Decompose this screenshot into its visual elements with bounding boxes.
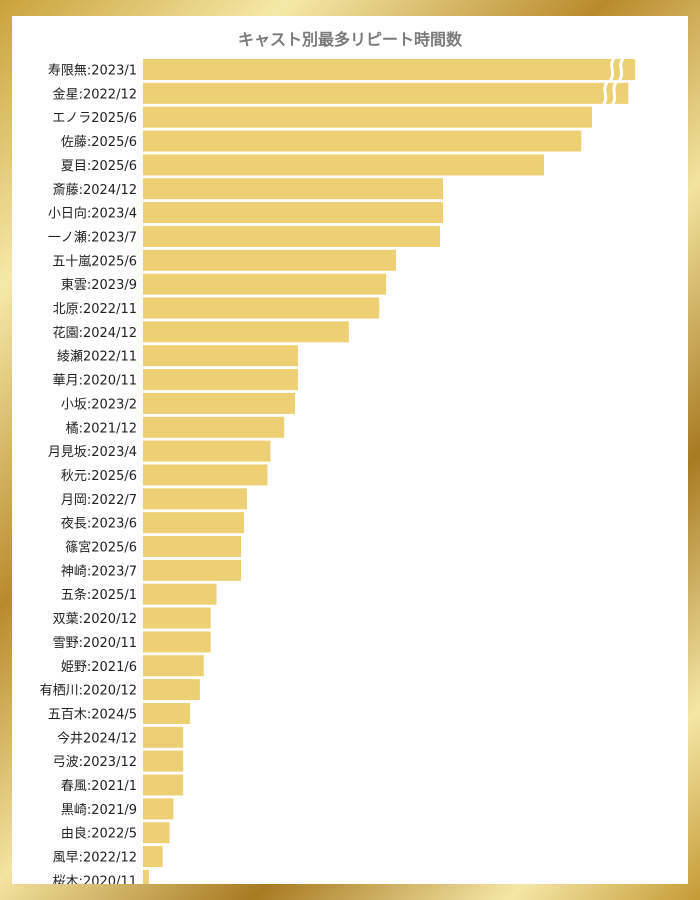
category-label: 今井2024/12 bbox=[57, 730, 137, 746]
category-label: 東雲:2023/9 bbox=[61, 277, 137, 293]
bar bbox=[143, 249, 396, 271]
bar bbox=[143, 178, 443, 200]
category-label: 斎藤:2024/12 bbox=[53, 182, 137, 198]
category-label: 篠宮2025/6 bbox=[65, 540, 137, 556]
chart-panel: キャスト別最多リピート時間数 寿限無:2023/1 金星:2022/12 エノラ20… bbox=[12, 16, 688, 884]
bar bbox=[143, 798, 174, 820]
category-label: 月岡:2022/7 bbox=[61, 493, 137, 508]
category-label: 有栖川:2020/12 bbox=[40, 684, 137, 699]
category-label: 黒崎:2021/9 bbox=[61, 803, 137, 818]
category-label: 佐藤:2025/6 bbox=[61, 135, 137, 150]
category-label: 五十嵐2025/6 bbox=[52, 254, 137, 269]
category-label: 一ノ瀬:2023/7 bbox=[48, 230, 137, 245]
category-label: 五百木:2024/5 bbox=[48, 707, 137, 722]
category-label: 北原:2022/11 bbox=[53, 302, 137, 317]
bar bbox=[143, 512, 244, 534]
bar bbox=[143, 416, 285, 438]
category-label: 五条:2025/1 bbox=[61, 587, 137, 603]
category-label: 弓波:2023/12 bbox=[53, 755, 137, 770]
category-label: 姫野:2021/6 bbox=[61, 660, 137, 675]
bar bbox=[143, 607, 211, 629]
bar bbox=[143, 154, 544, 176]
category-label: 桜木:2020/11 bbox=[53, 874, 137, 884]
category-label: 由良:2022/5 bbox=[61, 826, 137, 842]
bar bbox=[143, 59, 636, 80]
category-label: 小日向:2023/4 bbox=[48, 206, 137, 222]
bar bbox=[143, 726, 184, 748]
bar bbox=[143, 679, 200, 701]
category-label: 秋元:2025/6 bbox=[61, 469, 137, 484]
bar bbox=[143, 655, 204, 677]
category-label: 金星:2022/12 bbox=[53, 86, 137, 102]
bar bbox=[143, 440, 271, 462]
category-label: 双葉:2020/12 bbox=[53, 612, 137, 627]
category-label: 月見坂:2023/4 bbox=[48, 445, 137, 460]
category-label: 神崎:2023/7 bbox=[61, 564, 137, 579]
bar bbox=[143, 488, 247, 510]
bar bbox=[143, 321, 349, 343]
category-label: 花園:2024/12 bbox=[53, 325, 137, 341]
bar bbox=[143, 130, 582, 152]
bar bbox=[143, 559, 242, 581]
category-label: 雪野:2020/11 bbox=[53, 636, 137, 651]
bar bbox=[143, 702, 191, 724]
category-label: 春風:2021/1 bbox=[61, 779, 137, 794]
category-label: 橘:2021/12 bbox=[66, 420, 137, 436]
bar bbox=[143, 631, 211, 653]
category-label: 夜長:2023/6 bbox=[61, 517, 137, 532]
chart-title: キャスト別最多リピート時間数 bbox=[237, 30, 462, 49]
bar-chart: 寿限無:2023/1 金星:2022/12 エノラ2025/6 佐藤:2025/6 夏目… bbox=[40, 57, 636, 884]
category-label: 寿限無:2023/1 bbox=[48, 64, 137, 79]
bar bbox=[143, 273, 387, 295]
bar bbox=[143, 536, 242, 557]
bar bbox=[143, 464, 268, 486]
bar bbox=[143, 225, 441, 247]
bar bbox=[143, 583, 217, 605]
bar bbox=[143, 846, 163, 868]
category-label: 夏目:2025/6 bbox=[61, 159, 137, 174]
bar bbox=[143, 369, 298, 391]
bar bbox=[143, 822, 170, 844]
axis-break-mark bbox=[608, 57, 625, 82]
category-label: 綾瀬2022/11 bbox=[57, 349, 137, 365]
bar bbox=[143, 106, 593, 128]
bar bbox=[143, 750, 184, 772]
bar bbox=[143, 82, 629, 104]
category-label: 華月:2020/11 bbox=[53, 374, 137, 389]
bar bbox=[143, 869, 149, 884]
bar bbox=[143, 392, 295, 414]
bar bbox=[143, 202, 443, 224]
bar bbox=[143, 774, 184, 796]
bar bbox=[143, 345, 298, 367]
category-label: 小坂:2023/2 bbox=[61, 397, 137, 412]
bar bbox=[143, 297, 380, 319]
axis-break-mark bbox=[601, 80, 618, 106]
category-label: エノラ2025/6 bbox=[52, 111, 137, 126]
category-label: 風早:2022/12 bbox=[53, 851, 137, 866]
